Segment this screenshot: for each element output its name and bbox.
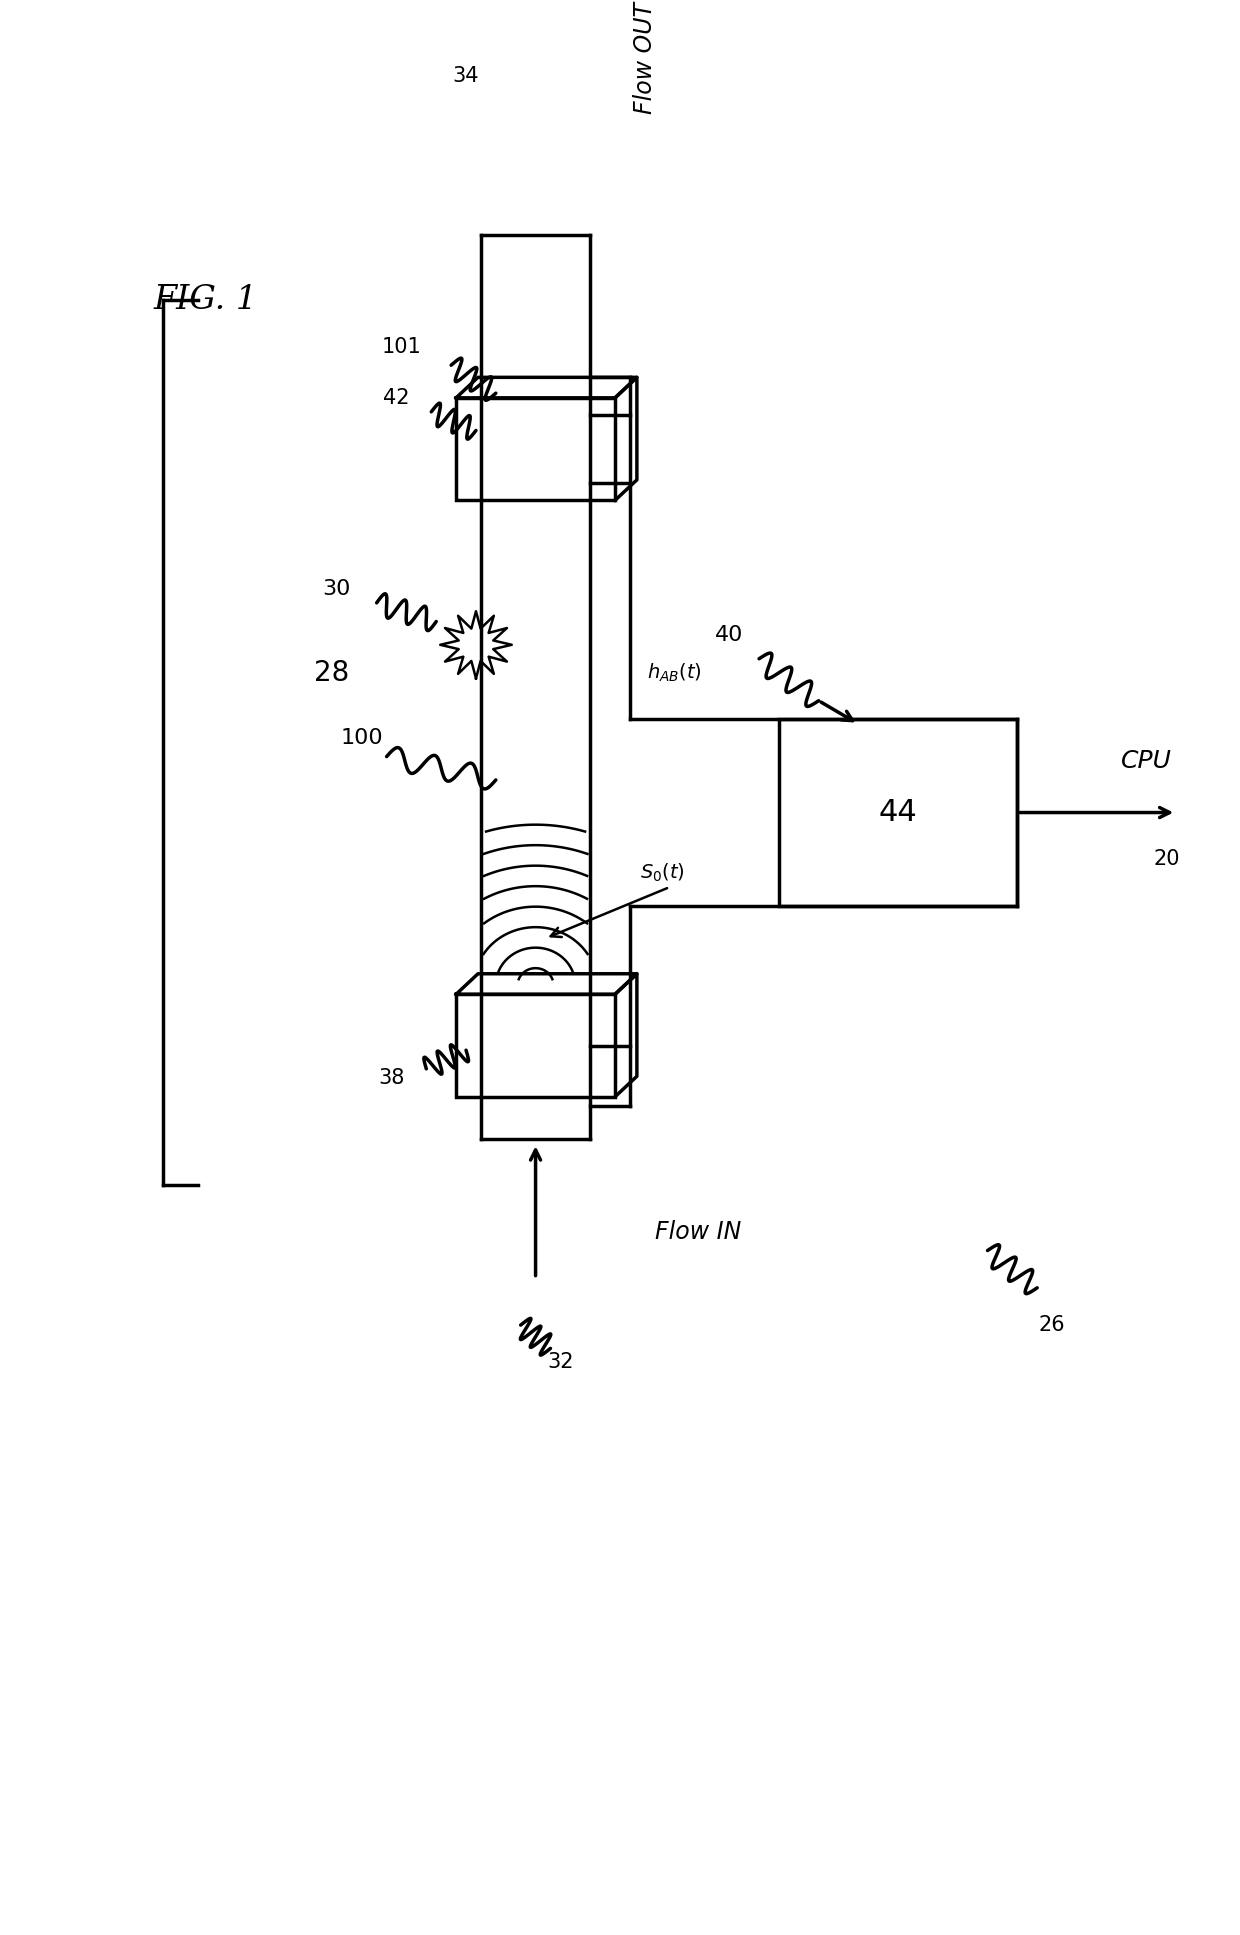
Text: 32: 32 bbox=[547, 1353, 574, 1372]
Text: 40: 40 bbox=[715, 625, 744, 646]
Text: 38: 38 bbox=[378, 1068, 404, 1087]
Text: FIG. 1: FIG. 1 bbox=[154, 284, 257, 315]
Text: 101: 101 bbox=[382, 337, 422, 356]
Text: 34: 34 bbox=[453, 66, 480, 87]
Text: 28: 28 bbox=[314, 658, 350, 687]
Text: 42: 42 bbox=[383, 387, 409, 408]
Bar bbox=[779, 720, 1017, 906]
Text: $h_{AB}(t)$: $h_{AB}(t)$ bbox=[647, 662, 702, 683]
Text: 30: 30 bbox=[322, 579, 351, 600]
Bar bbox=[456, 995, 615, 1097]
Text: 44: 44 bbox=[879, 797, 918, 826]
Text: Flow IN: Flow IN bbox=[655, 1219, 742, 1244]
Text: Flow OUT: Flow OUT bbox=[632, 2, 657, 114]
Text: CPU: CPU bbox=[1121, 749, 1172, 774]
Text: 20: 20 bbox=[1153, 849, 1179, 869]
Bar bbox=[456, 399, 615, 501]
Text: 100: 100 bbox=[341, 728, 383, 749]
Text: 26: 26 bbox=[1039, 1316, 1065, 1335]
Text: $S_0(t)$: $S_0(t)$ bbox=[640, 861, 684, 884]
